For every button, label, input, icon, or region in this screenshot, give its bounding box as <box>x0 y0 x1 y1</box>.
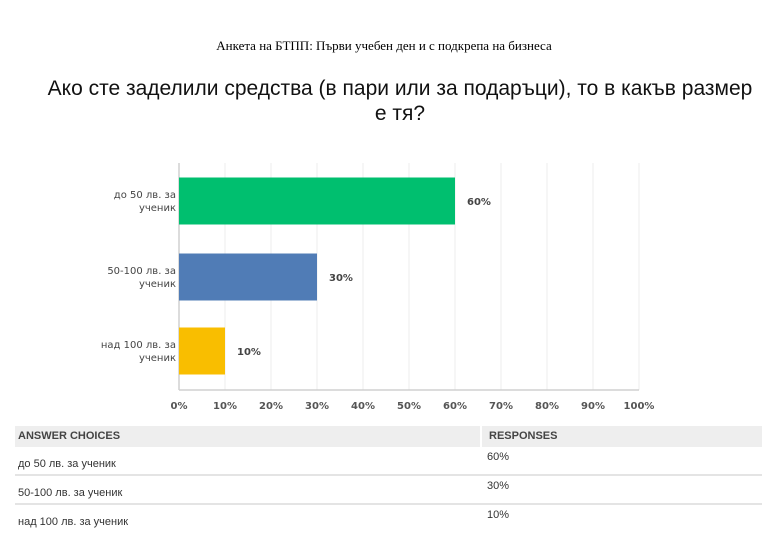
answer-choice: 50-100 лв. за ученик <box>18 487 123 499</box>
response-value: 10% <box>487 509 510 521</box>
data-label: 10% <box>237 347 261 358</box>
data-label: 60% <box>467 197 491 208</box>
answer-choice: до 50 лв. за ученик <box>18 458 116 470</box>
x-tick-label: 70% <box>489 401 513 412</box>
bar <box>179 177 455 225</box>
category-label: ученик <box>139 353 176 364</box>
x-tick-label: 90% <box>581 401 605 412</box>
x-tick-label: 40% <box>351 401 375 412</box>
bar <box>179 253 317 301</box>
answer-choice: над 100 лв. за ученик <box>18 516 129 528</box>
category-label: до 50 лв. за <box>114 190 176 201</box>
category-label: 50-100 лв. за <box>107 266 176 277</box>
question-title: Ако сте заделили средства (в пари или за… <box>47 77 753 125</box>
x-tick-label: 30% <box>305 401 329 412</box>
category-label: над 100 лв. за <box>101 340 176 351</box>
survey-title: Анкета на БТПП: Първи учебен ден и с под… <box>216 38 552 53</box>
table-row: над 100 лв. за ученик 10% <box>15 505 762 532</box>
bar-chart: 0% 10% 20% 30% 40% 50% 60% 70% 80% 90% 100% 60% до 5… <box>101 163 655 412</box>
x-tick-label: 10% <box>213 401 237 412</box>
x-tick-label: 60% <box>443 401 467 412</box>
table-row: до 50 лв. за ученик 60% <box>15 447 762 476</box>
bar <box>179 327 225 375</box>
x-tick-label: 80% <box>535 401 559 412</box>
x-tick-label: 100% <box>624 401 655 412</box>
category-label: ученик <box>139 279 176 290</box>
response-value: 30% <box>487 480 510 492</box>
results-table: ANSWER CHOICES RESPONSES до 50 лв. за уч… <box>15 426 762 532</box>
table-row: 50-100 лв. за ученик 30% <box>15 476 762 505</box>
response-value: 60% <box>487 451 510 463</box>
header-answer-choices: ANSWER CHOICES <box>18 430 121 442</box>
data-label: 30% <box>329 273 353 284</box>
x-tick-label: 50% <box>397 401 421 412</box>
category-label: ученик <box>139 203 176 214</box>
header-responses: RESPONSES <box>480 426 762 447</box>
x-tick-label: 20% <box>259 401 283 412</box>
x-tick-label: 0% <box>171 401 188 412</box>
table-header: ANSWER CHOICES RESPONSES <box>15 426 762 447</box>
